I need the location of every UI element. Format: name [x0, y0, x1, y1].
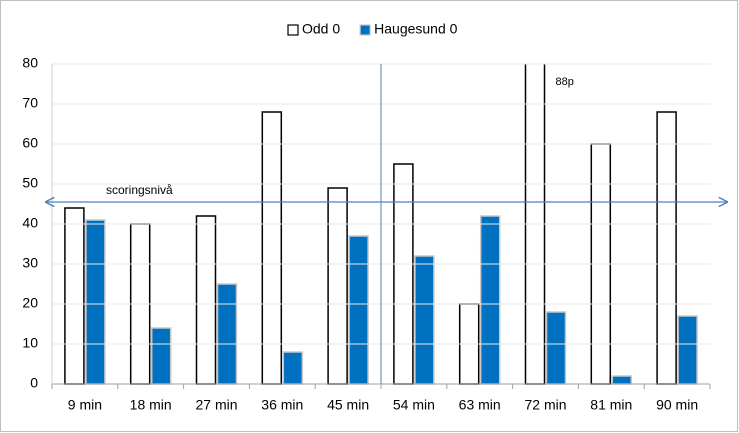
legend-swatch	[359, 24, 371, 36]
x-tick-label: 90 min	[656, 397, 698, 413]
x-tick-label: 45 min	[327, 397, 369, 413]
legend-label: Odd 0	[302, 21, 340, 37]
x-tick-label: 72 min	[524, 397, 566, 413]
x-tick-label: 18 min	[130, 397, 172, 413]
y-tick-label: 30	[22, 255, 38, 271]
bar	[282, 351, 304, 385]
bar	[216, 283, 238, 385]
bar	[150, 327, 172, 385]
bar	[327, 187, 348, 385]
bar	[524, 64, 546, 385]
bar	[195, 215, 217, 385]
y-tick-label: 60	[22, 135, 38, 151]
bar	[348, 235, 369, 385]
x-tick-label: 27 min	[195, 397, 237, 413]
y-tick-label: 70	[22, 95, 38, 111]
x-tick-label: 63 min	[459, 397, 501, 413]
legend-swatch	[287, 24, 299, 36]
plot-area	[64, 64, 698, 385]
bar	[414, 255, 435, 385]
bar	[393, 163, 414, 385]
x-tick-label: 81 min	[590, 397, 632, 413]
x-tick-label: 9 min	[68, 397, 102, 413]
bar	[677, 315, 698, 385]
bar	[261, 111, 283, 385]
y-tick-label: 10	[22, 335, 38, 351]
y-tick-label: 50	[22, 175, 38, 191]
y-tick-label: 40	[22, 215, 38, 231]
bar	[64, 207, 85, 385]
legend-label: Haugesund 0	[374, 21, 458, 37]
bar	[545, 311, 567, 385]
y-tick-label: 0	[30, 375, 38, 391]
reference-label: scoringsnivå	[106, 183, 173, 197]
bar	[85, 219, 106, 385]
bar	[656, 111, 677, 385]
x-tick-label: 54 min	[393, 397, 435, 413]
bar	[479, 215, 501, 385]
annotation: 88p	[556, 76, 574, 88]
bar	[611, 375, 633, 385]
y-tick-label: 20	[22, 295, 38, 311]
x-tick-label: 36 min	[261, 397, 303, 413]
y-tick-label: 80	[22, 55, 38, 71]
